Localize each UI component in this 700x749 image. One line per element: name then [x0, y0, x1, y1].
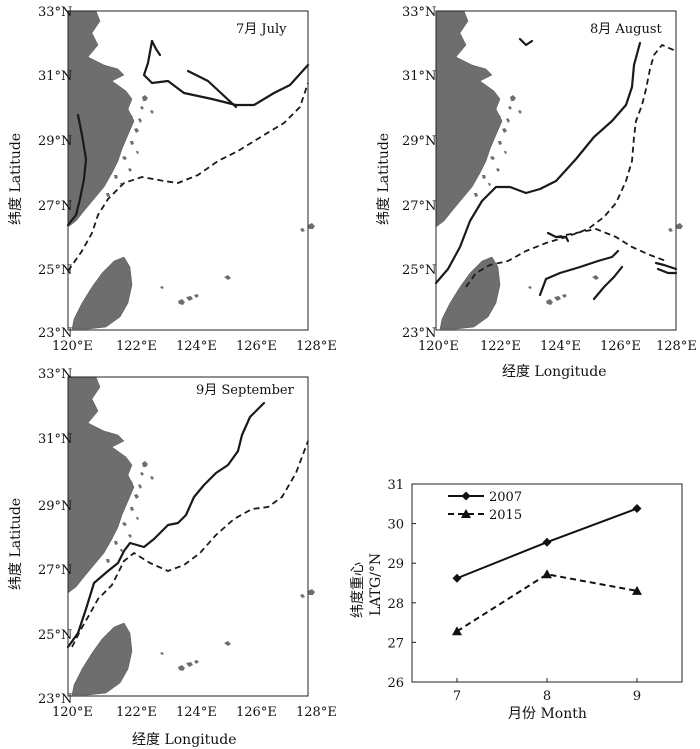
xlabel-september: 经度 Longitude: [132, 732, 237, 748]
isoline-2015-september: [71, 440, 309, 648]
isoline-2007-august-frag: [518, 37, 678, 301]
ytick-september-1: 31°N: [38, 432, 72, 447]
ytick-september-2: 29°N: [38, 499, 72, 514]
ytick-july-5: 23°N: [38, 326, 72, 341]
series-point-2007: [632, 504, 642, 514]
ytick-september-4: 25°N: [38, 628, 72, 643]
chart-ytick-label: 31: [387, 478, 404, 493]
ytick-september-5: 23°N: [38, 692, 72, 707]
panel-title-august: 8月 August: [590, 22, 663, 37]
ytick-august-2: 29°N: [402, 134, 436, 149]
ytick-july-3: 27°N: [38, 199, 72, 214]
series-point-2015: [452, 626, 462, 636]
legend-label-2015: 2015: [489, 508, 522, 523]
xtick-august-0: 120°E: [418, 339, 459, 354]
ylabel-august: 纬度 Latitude: [376, 133, 392, 225]
ytick-august-0: 33°N: [402, 5, 436, 20]
xtick-july-4: 128°E: [296, 339, 337, 354]
series-point-2007: [452, 573, 462, 583]
ytick-august-3: 27°N: [402, 199, 436, 214]
ylabel-september: 纬度 Latitude: [8, 498, 24, 590]
chart-ylabel-line1: 纬度重心: [350, 562, 366, 618]
xtick-august-2: 124°E: [540, 339, 581, 354]
series-point-2015: [632, 585, 642, 595]
coastline-july: [67, 10, 316, 330]
xtick-august-1: 122°E: [480, 339, 521, 354]
series-point-2015: [542, 569, 552, 579]
ytick-august-4: 25°N: [402, 263, 436, 278]
xtick-september-3: 126°E: [236, 705, 277, 720]
chart-xlabel: 月份 Month: [508, 706, 587, 722]
chart-x-axis: 7 8 9: [453, 678, 641, 704]
coastline-september: [67, 376, 316, 696]
chart-ytick-label: 28: [387, 597, 404, 612]
ytick-september-0: 33°N: [38, 367, 72, 382]
ytick-july-0: 33°N: [38, 5, 72, 20]
chart-ytick-label: 30: [387, 518, 404, 533]
isoline-2007-august: [434, 41, 642, 285]
isoline-2015-august-frag: [555, 228, 667, 262]
isoline-2007-september: [66, 401, 266, 649]
coastline-august: [435, 10, 684, 330]
chart-y-axis: 26 27 28 29 30 31: [387, 478, 416, 691]
xtick-july-1: 122°E: [116, 339, 157, 354]
chart-ylabel-line2: LATG/°N: [368, 553, 384, 616]
ylabel-july: 纬度 Latitude: [8, 133, 24, 225]
chart-xtick-label: 9: [633, 689, 641, 704]
ytick-july-1: 31°N: [38, 69, 72, 84]
chart-ytick-label: 27: [387, 636, 404, 651]
chart-ytick-label: 26: [387, 676, 404, 691]
series-point-2007: [542, 537, 552, 547]
isoline-2007-july-north: [150, 39, 238, 109]
panel-title-september: 9月 September: [196, 383, 295, 398]
ytick-july-2: 29°N: [38, 134, 72, 149]
map-panel-july: 7月 July 33°N 31°N 29°N 27°N 25°N 23°N 12…: [8, 5, 337, 354]
legend-marker-2007: [461, 491, 471, 501]
xtick-september-4: 128°E: [296, 705, 337, 720]
xtick-july-2: 124°E: [176, 339, 217, 354]
xtick-august-3: 126°E: [600, 339, 641, 354]
xtick-september-2: 124°E: [176, 705, 217, 720]
chart-xtick-label: 8: [543, 689, 551, 704]
isoline-2015-august: [465, 44, 677, 288]
panel-title-july: 7月 July: [236, 22, 287, 37]
ytick-august-5: 23°N: [402, 326, 436, 341]
isoline-2007-july: [66, 39, 310, 227]
ytick-july-4: 25°N: [38, 263, 72, 278]
chart-ytick-label: 29: [387, 557, 404, 572]
chart-xtick-label: 7: [453, 689, 461, 704]
ytick-september-3: 27°N: [38, 563, 72, 578]
chart-legend: 2007 2015: [448, 490, 522, 523]
series-line-2015: [456, 573, 638, 633]
xlabel-august: 经度 Longitude: [502, 364, 607, 380]
ytick-august-1: 31°N: [402, 69, 436, 84]
chart-series-layer: [452, 504, 642, 636]
isoline-2015-july: [67, 82, 309, 272]
xtick-july-0: 120°E: [52, 339, 93, 354]
legend-marker-2015: [461, 509, 471, 518]
xtick-august-4: 128°E: [656, 339, 697, 354]
xtick-september-0: 120°E: [52, 705, 93, 720]
map-panel-august: 8月 August 33°N 31°N 29°N 27°N 25°N 23°N …: [376, 5, 697, 380]
xtick-september-1: 122°E: [116, 705, 157, 720]
map-panel-september: 9月 September 33°N 31°N 29°N 27°N 25°N 23…: [8, 367, 337, 748]
legend-label-2007: 2007: [489, 490, 522, 505]
xtick-july-3: 126°E: [236, 339, 277, 354]
